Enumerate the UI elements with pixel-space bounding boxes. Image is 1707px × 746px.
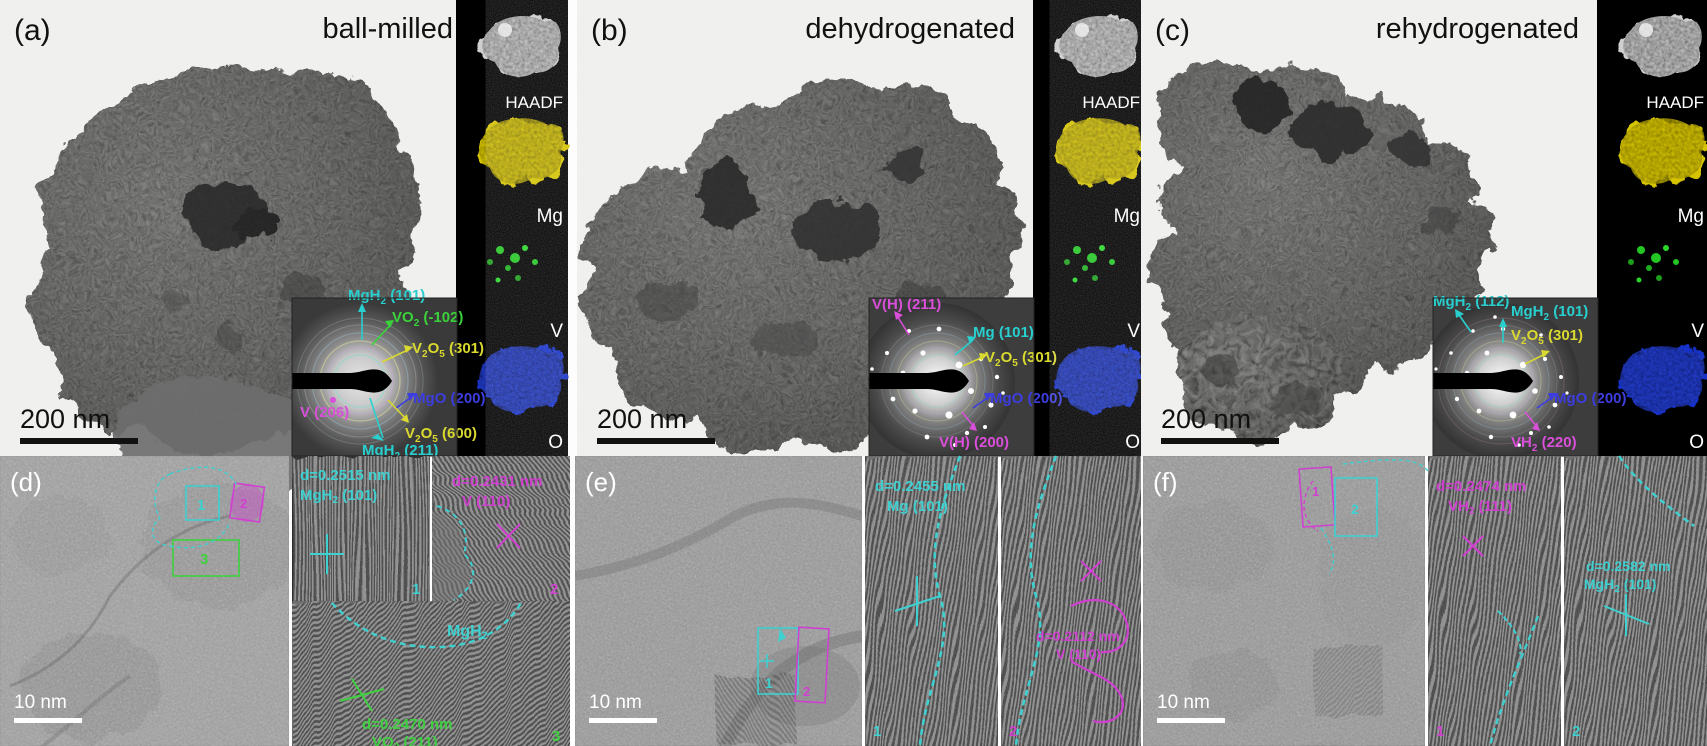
svg-text:HAADF: HAADF [1082,93,1140,112]
svg-text:2: 2 [550,581,558,598]
svg-text:dehydrogenated: dehydrogenated [805,13,1015,45]
svg-text:1: 1 [1436,723,1444,740]
svg-text:2: 2 [1009,723,1017,740]
svg-text:(f): (f) [1153,467,1178,497]
svg-text:O: O [1125,432,1140,453]
svg-text:d=0.2582 nm: d=0.2582 nm [1586,558,1670,574]
svg-text:d=0.2455 nm: d=0.2455 nm [875,478,965,495]
svg-text:Mg (101): Mg (101) [973,324,1034,341]
svg-text:HAADF: HAADF [1646,93,1704,112]
svg-text:1: 1 [765,675,773,691]
svg-text:V (110): V (110) [462,493,510,510]
svg-text:10 nm: 10 nm [14,692,67,713]
svg-text:MgO (200): MgO (200) [1554,390,1627,407]
svg-text:V: V [1127,321,1140,342]
svg-text:MgH2 (101): MgH2 (101) [300,487,377,506]
svg-text:200 nm: 200 nm [20,404,110,434]
svg-text:V(H) (211): V(H) (211) [872,296,941,313]
svg-text:d=0.2470 nm: d=0.2470 nm [362,716,452,733]
svg-text:Mg: Mg [1114,206,1140,227]
svg-text:Mg: Mg [1678,206,1704,227]
svg-text:200 nm: 200 nm [1161,404,1251,434]
svg-text:1: 1 [873,723,881,740]
svg-text:Mg (101): Mg (101) [887,498,948,515]
svg-text:V: V [1691,321,1704,342]
svg-text:(e): (e) [585,467,617,497]
svg-text:V(H) (200): V(H) (200) [939,434,1009,451]
svg-text:3: 3 [200,551,208,568]
svg-text:1: 1 [1312,484,1319,499]
svg-text:10 nm: 10 nm [1157,692,1210,713]
svg-text:2: 2 [240,496,247,511]
svg-text:d=0.2515 nm: d=0.2515 nm [300,467,390,484]
svg-text:VO2 (211): VO2 (211) [372,734,438,746]
svg-text:2: 2 [1351,501,1359,517]
svg-text:MgO (200): MgO (200) [413,390,486,407]
svg-text:ball-milled: ball-milled [322,13,453,45]
svg-text:O: O [1689,432,1704,453]
svg-text:(d): (d) [10,467,42,497]
svg-text:V: V [550,321,563,342]
svg-text:Mg: Mg [537,206,563,227]
svg-text:10 nm: 10 nm [589,692,642,713]
svg-text:V (206): V (206) [300,404,349,421]
svg-text:HAADF: HAADF [505,93,563,112]
svg-text:rehydrogenated: rehydrogenated [1376,13,1579,45]
svg-text:VH2 (111): VH2 (111) [1448,498,1512,517]
svg-text:(b): (b) [591,14,628,47]
svg-text:MgO (200): MgO (200) [990,390,1063,407]
svg-text:1: 1 [412,581,420,598]
svg-text:2: 2 [1572,723,1580,740]
svg-text:d=0.2431 nm: d=0.2431 nm [452,473,542,490]
svg-text:d=0.2112 nm: d=0.2112 nm [1036,628,1120,644]
svg-text:(a): (a) [14,14,51,47]
svg-text:(c): (c) [1155,14,1190,47]
svg-text:d=0.2474 nm: d=0.2474 nm [1436,478,1526,495]
svg-text:1: 1 [197,497,205,514]
svg-text:200 nm: 200 nm [597,404,687,434]
svg-text:O: O [548,432,563,453]
svg-text:V (110): V (110) [1056,646,1101,662]
svg-text:3: 3 [552,728,560,745]
svg-text:2: 2 [803,684,810,699]
